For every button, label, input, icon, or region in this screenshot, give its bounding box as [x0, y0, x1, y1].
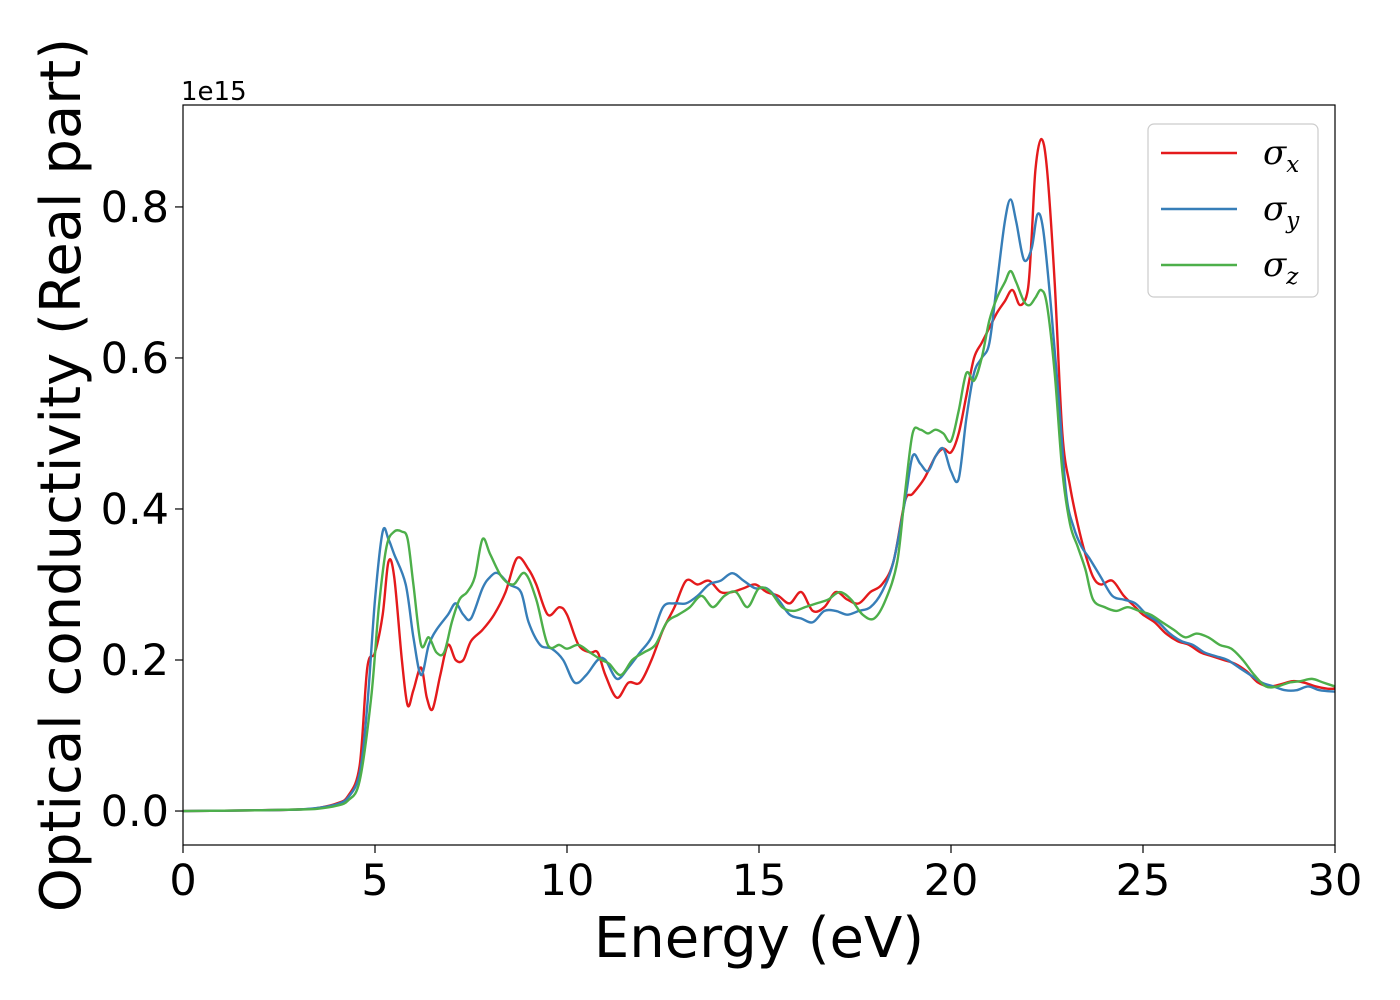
x-tick-label: 30: [1308, 856, 1363, 906]
x-axis-label: Energy (eV): [594, 906, 924, 971]
series-line-y: [182, 198, 1336, 813]
y-axis-ticks: 0.0 0.2 0.4 0.6 0.8: [101, 183, 183, 837]
x-tick-label: 25: [1116, 856, 1171, 906]
legend-frame: [1147, 123, 1319, 298]
x-tick-label: 15: [732, 856, 787, 906]
series-line-x: [182, 137, 1336, 813]
legend-entry-y: σy: [1263, 189, 1300, 234]
series-layer: [182, 137, 1336, 813]
y-tick-label: 0.4: [101, 485, 169, 535]
y-tick-label: 0.8: [101, 183, 169, 233]
series-line-z: [182, 269, 1336, 813]
plot-area-background: [183, 105, 1335, 845]
y-tick-label: 0.6: [101, 334, 169, 384]
y-axis-label: Optical conductivity (Real part): [29, 38, 94, 912]
x-tick-label: 5: [361, 856, 388, 906]
y-tick-label: 0.2: [101, 636, 169, 686]
x-tick-label: 10: [540, 856, 595, 906]
legend-entry-z: σz: [1263, 245, 1299, 290]
y-offset-label: 1e15: [181, 77, 247, 107]
x-tick-label: 0: [169, 856, 196, 906]
x-axis-ticks: 0 5 10 15 20 25 30: [169, 845, 1362, 906]
y-tick-label: 0.0: [101, 787, 169, 837]
legend-entry-x: σx: [1263, 133, 1299, 178]
x-tick-label: 20: [924, 856, 979, 906]
legend: σx σy σz: [1147, 123, 1319, 298]
